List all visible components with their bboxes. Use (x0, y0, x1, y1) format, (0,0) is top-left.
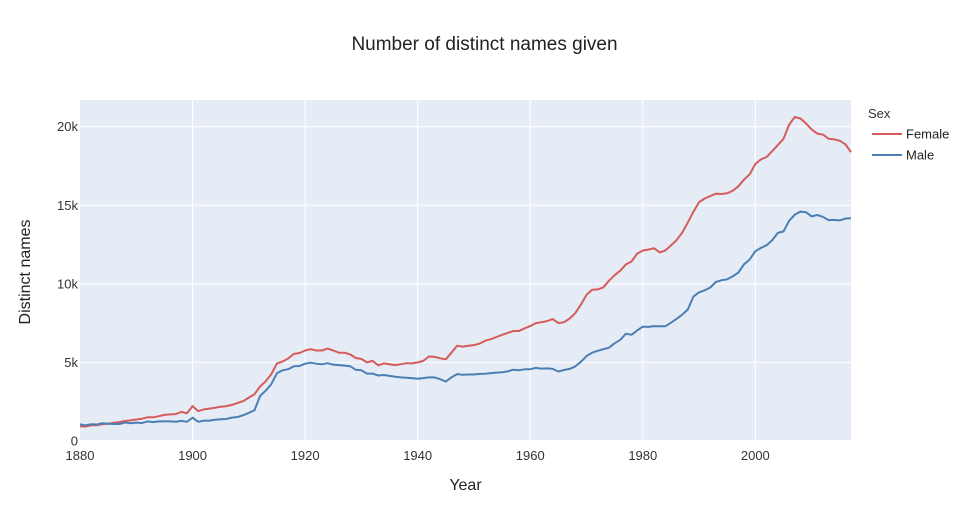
grid-lines (80, 100, 851, 442)
y-tick-label: 15k (57, 198, 78, 213)
series-line-male (79, 210, 852, 427)
x-tick-label: 1880 (66, 448, 95, 463)
x-axis-ticks: 1880 1900 1920 1940 1960 1980 2000 (66, 448, 770, 463)
legend-title: Sex (868, 106, 891, 121)
y-tick-label: 0 (71, 434, 78, 449)
x-tick-label: 1940 (403, 448, 432, 463)
legend-label-male[interactable]: Male (906, 148, 934, 163)
y-tick-label: 5k (64, 355, 78, 370)
legend-label-female[interactable]: Female (906, 127, 949, 142)
x-tick-label: 1960 (516, 448, 545, 463)
y-tick-label: 10k (57, 276, 78, 291)
x-tick-label: 2000 (741, 448, 770, 463)
y-tick-label: 20k (57, 119, 78, 134)
x-tick-label: 1900 (178, 448, 207, 463)
x-tick-label: 1980 (628, 448, 657, 463)
x-tick-label: 1920 (291, 448, 320, 463)
series-line-female (79, 116, 852, 428)
y-axis-title: Distinct names (17, 220, 34, 325)
y-axis-ticks: 0 5k 10k 15k 20k (57, 119, 78, 448)
plot-area (80, 100, 851, 441)
x-axis-title: Year (449, 477, 482, 494)
series-layer (79, 116, 852, 428)
legend: Sex Female Male (868, 106, 949, 163)
chart-title: Number of distinct names given (351, 34, 617, 55)
